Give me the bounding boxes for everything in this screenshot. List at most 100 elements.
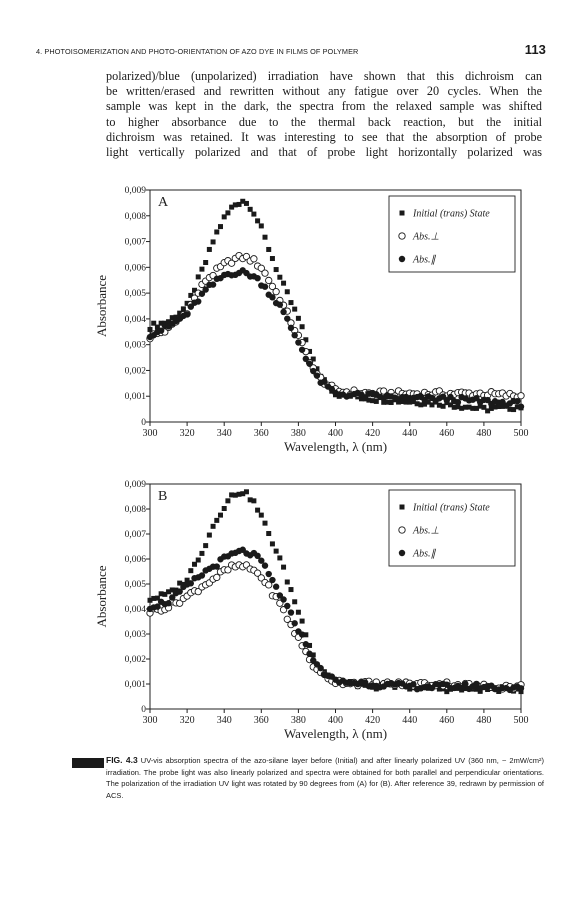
chart-b-point-initial bbox=[154, 595, 160, 601]
chart-a-point-initial bbox=[147, 326, 153, 332]
chart-b-legend-marker-square bbox=[399, 504, 405, 510]
chart-b-point-initial bbox=[206, 532, 212, 538]
chart-b-x-tick-label: 440 bbox=[402, 715, 417, 726]
chart-a-point-initial bbox=[366, 397, 372, 403]
chart-b-point-initial bbox=[299, 618, 305, 624]
chart-a-point-initial bbox=[373, 398, 379, 404]
chart-a-point-initial bbox=[236, 201, 242, 207]
chart-a-point-initial bbox=[269, 256, 275, 262]
chart-a-point-initial bbox=[173, 314, 179, 320]
chart-b-point-parallel bbox=[154, 603, 161, 610]
caption-text: UV-vis absorption spectra of the azo-sil… bbox=[106, 756, 544, 800]
chart-a-x-tick-label: 340 bbox=[217, 428, 232, 439]
chart-b-y-tick-label: 0,002 bbox=[125, 655, 147, 665]
chart-a-point-initial bbox=[199, 266, 205, 272]
chart-a-point-parallel bbox=[198, 290, 206, 297]
body-line: polarized)/blue (unpolarized) irradiatio… bbox=[106, 69, 542, 83]
chart-b-legend-label: Abs.∥ bbox=[412, 549, 437, 560]
chart-a-point-initial bbox=[466, 404, 472, 410]
chart-a-point-initial bbox=[414, 401, 420, 407]
body-line: to higher absorbance due to the thermal … bbox=[106, 114, 542, 129]
chart-a-x-tick-label: 400 bbox=[328, 428, 343, 439]
chart-a-point-initial bbox=[210, 239, 216, 245]
chart-a-point-initial bbox=[448, 402, 454, 408]
chart-a-point-parallel bbox=[313, 372, 321, 379]
chart-b-x-tick-label: 380 bbox=[291, 715, 306, 726]
chart-b-point-initial bbox=[295, 609, 301, 615]
chart-a-point-parallel bbox=[284, 315, 291, 322]
chart-a-y-tick-label: 0,007 bbox=[125, 238, 147, 248]
chart-b-x-tick-label: 500 bbox=[514, 715, 529, 726]
chart-b-x-tick-label: 340 bbox=[217, 715, 232, 726]
chart-a-legend-label: Initial (trans) State bbox=[412, 209, 490, 220]
chart-a-point-initial bbox=[251, 211, 257, 217]
chart-b-point-initial bbox=[147, 597, 153, 603]
chart-b-point-initial bbox=[158, 591, 164, 597]
chart-a-point-initial bbox=[492, 404, 498, 410]
chart-a-point-parallel bbox=[298, 346, 306, 353]
chart-a-point-initial bbox=[314, 366, 320, 372]
chart-b-point-parallel bbox=[254, 552, 261, 560]
body-line: be written/erased and rewritten without … bbox=[106, 84, 542, 99]
chart-a-point-initial bbox=[303, 337, 309, 343]
chart-b-point-initial bbox=[243, 489, 249, 495]
chart-a-point-initial bbox=[436, 402, 442, 408]
chart-a-point-initial bbox=[384, 399, 390, 405]
chart-a-point-initial bbox=[403, 399, 409, 405]
chart-a-point-initial bbox=[451, 404, 457, 410]
chart-b-legend-marker-filled-circle bbox=[398, 549, 406, 557]
chart-a-point-initial bbox=[462, 404, 468, 410]
chart-b-point-initial bbox=[169, 587, 175, 593]
chart-a-x-tick-label: 440 bbox=[402, 428, 417, 439]
chart-b-point-parallel bbox=[272, 583, 280, 590]
chart-a-legend-marker-filled-circle bbox=[398, 255, 406, 263]
chart-b-point-initial bbox=[281, 564, 287, 570]
spectrum-chart-b: 0 0,001 0,002 0,003 0,004 0,005 0,006 0,007 0,00… bbox=[94, 480, 529, 741]
chart-a-point-initial bbox=[266, 246, 272, 252]
chart-a-point-initial bbox=[262, 234, 268, 240]
chart-b-point-parallel bbox=[298, 631, 306, 638]
chart-a-point-initial bbox=[499, 403, 505, 409]
chart-a-point-parallel bbox=[269, 294, 276, 301]
chart-a-point-initial bbox=[214, 229, 220, 235]
chart-a-point-initial bbox=[169, 315, 175, 321]
body-line: light vertically polarized and that of p… bbox=[106, 144, 542, 159]
chart-b-point-initial bbox=[473, 686, 479, 692]
chart-b-y-tick-label: 0,005 bbox=[125, 580, 147, 590]
chart-a-point-initial bbox=[180, 306, 186, 312]
chart-b-point-parallel bbox=[462, 680, 469, 688]
chart-b-point-initial bbox=[177, 580, 183, 586]
chart-a-point-parallel bbox=[183, 311, 191, 318]
chart-b-point-initial bbox=[151, 595, 157, 601]
chart-a-point-perpendicular bbox=[250, 255, 258, 263]
chart-b-point-initial bbox=[214, 517, 220, 523]
chart-a-point-initial bbox=[192, 287, 198, 293]
chart-a-point-parallel bbox=[302, 355, 310, 363]
chart-a-point-parallel bbox=[310, 367, 317, 375]
chart-b-point-initial bbox=[184, 577, 190, 583]
chart-b-point-perpendicular bbox=[253, 569, 262, 577]
chart-a-legend-label: Abs.∥ bbox=[412, 255, 437, 266]
chart-a-point-initial bbox=[511, 407, 517, 413]
chart-b-point-initial bbox=[236, 491, 242, 497]
chart-b-point-initial bbox=[266, 531, 272, 537]
chart-b-point-initial bbox=[217, 512, 223, 518]
chart-a-point-perpendicular bbox=[227, 259, 236, 267]
chart-b-point-initial bbox=[307, 642, 313, 648]
chart-b-point-perpendicular bbox=[265, 581, 273, 589]
chart-b-point-perpendicular bbox=[283, 615, 291, 623]
chart-b-y-tick-label: 0,007 bbox=[125, 530, 147, 540]
chart-b-point-perpendicular bbox=[224, 566, 232, 574]
chart-a-point-initial bbox=[255, 218, 261, 224]
chart-a-point-initial bbox=[488, 405, 494, 411]
chart-a-point-initial bbox=[485, 408, 491, 414]
chart-a-point-initial bbox=[158, 320, 164, 326]
chart-a-point-parallel bbox=[454, 399, 462, 406]
chart-b-point-initial bbox=[288, 587, 294, 593]
chart-a-y-tick-label: 0,002 bbox=[125, 366, 147, 376]
chart-a-point-parallel bbox=[517, 403, 525, 410]
chart-b-point-initial bbox=[240, 491, 246, 497]
chart-a-point-initial bbox=[459, 405, 465, 411]
chart-b-y-tick-label: 0,008 bbox=[125, 505, 147, 515]
